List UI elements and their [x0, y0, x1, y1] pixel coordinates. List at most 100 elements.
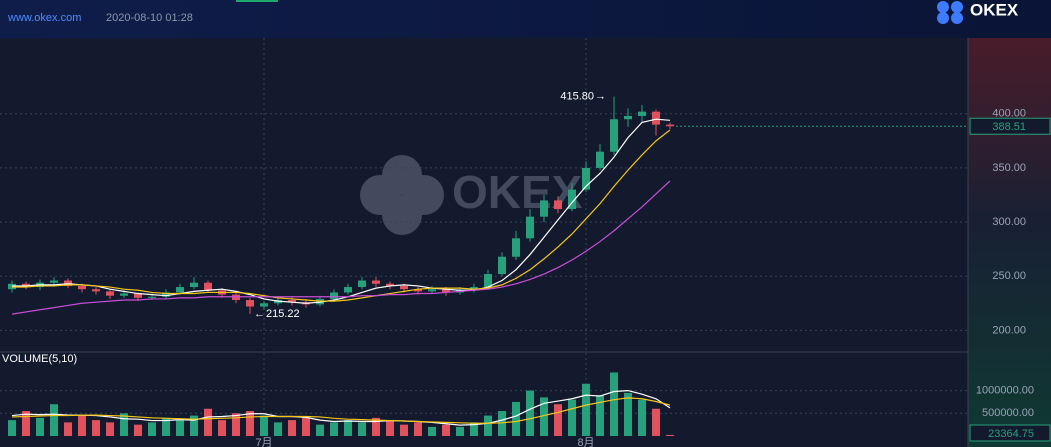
candle-body: [512, 238, 520, 257]
candle-body: [596, 151, 604, 168]
candle-body: [638, 111, 646, 116]
price-ma-line: [12, 129, 671, 302]
current-volume: 23364.75: [988, 428, 1034, 440]
volume-bar: [36, 417, 44, 436]
volume-bar: [526, 390, 534, 436]
candle-body: [652, 111, 660, 125]
y-tick-label: 350.00: [992, 162, 1026, 174]
volume-bar: [624, 392, 632, 436]
candle-body: [204, 282, 212, 291]
volume-bar: [106, 422, 114, 436]
candle-body: [78, 285, 86, 290]
volume-bar: [64, 422, 72, 436]
timestamp: 2020-08-10 01:28: [106, 12, 193, 24]
volume-bar: [8, 420, 16, 436]
y-tick-label: 250.00: [992, 270, 1026, 282]
candle-body: [372, 280, 380, 284]
candle-body: [120, 293, 128, 296]
volume-bar: [666, 434, 674, 436]
volume-bar: [512, 401, 520, 436]
brand-name: OKEX: [970, 0, 1019, 19]
candle-body: [344, 287, 352, 293]
volume-bar: [372, 417, 380, 436]
volume-bar: [484, 415, 492, 436]
volume-bar: [554, 404, 562, 436]
candle-body: [666, 124, 674, 127]
volume-bar: [568, 399, 576, 436]
volume-bar: [246, 411, 254, 436]
volume-bar: [456, 426, 464, 436]
min-label: 215.22: [266, 308, 300, 320]
volume-bar: [330, 422, 338, 436]
volume-bar: [652, 408, 660, 436]
volume-bar: [22, 411, 30, 436]
volume-bar: [120, 413, 128, 436]
brand-logo: [937, 1, 963, 24]
volume-bar: [344, 420, 352, 436]
price-ma-line: [12, 118, 671, 304]
volume-ma-line: [11, 389, 671, 426]
volume-bar: [134, 424, 142, 436]
y-tick-label: 200.00: [992, 324, 1026, 336]
header-bar: [0, 0, 1051, 38]
candle-body: [610, 119, 618, 152]
candle-body: [246, 300, 254, 307]
candle-body: [162, 292, 170, 297]
max-arrow: →: [595, 91, 606, 103]
candle-body: [330, 292, 338, 299]
y-tick-label: 300.00: [992, 216, 1026, 228]
volume-bar: [414, 422, 422, 436]
volume-bar: [50, 404, 58, 436]
price-axis-panel: [968, 38, 1051, 447]
volume-bar: [232, 413, 240, 436]
candle-body: [134, 293, 142, 298]
price-tag: [969, 117, 1051, 135]
candle-body: [442, 289, 450, 293]
candle-body: [288, 300, 296, 303]
min-arrow: ←: [254, 308, 265, 320]
candle-body: [148, 296, 156, 298]
candle-body: [484, 274, 492, 288]
candle-body: [190, 282, 198, 288]
candle-body: [554, 200, 562, 210]
candle-body: [358, 280, 366, 288]
volume-bar: [428, 426, 436, 436]
candle-body: [414, 289, 422, 292]
volume-bar: [638, 399, 646, 436]
volume-bar: [176, 420, 184, 436]
volume-bar: [260, 415, 268, 436]
candle-body: [386, 283, 394, 286]
candle-body: [582, 167, 590, 190]
candle-body: [624, 115, 632, 120]
candle-body: [50, 280, 58, 283]
volume-bar: [470, 422, 478, 436]
volume-tick-label: 500000.00: [982, 407, 1034, 419]
volume-bar: [540, 397, 548, 436]
candle-body: [498, 256, 506, 275]
x-tick-label: 8月: [577, 437, 594, 447]
volume-bar: [162, 417, 170, 436]
candle-body: [428, 289, 436, 292]
volume-bar: [204, 408, 212, 436]
volume-bar: [148, 422, 156, 436]
candle-body: [568, 189, 576, 210]
volume-tag: [969, 424, 1051, 442]
volume-bar: [190, 415, 198, 436]
candle-body: [106, 291, 114, 296]
candle-body: [540, 200, 548, 217]
volume-bar: [316, 424, 324, 436]
volume-ma-line: [11, 397, 671, 424]
volume-tick-label: 1000000.00: [976, 385, 1034, 397]
volume-bar: [610, 372, 618, 436]
volume-bar: [386, 420, 394, 436]
volume-bar: [92, 420, 100, 436]
volume-bar: [78, 415, 86, 436]
candle-body: [526, 216, 534, 239]
candle-body: [92, 289, 100, 292]
volume-bar: [302, 417, 310, 436]
volume-bar: [358, 422, 366, 436]
site-link[interactable]: www.okex.com: [7, 12, 81, 24]
volume-bar: [218, 420, 226, 436]
volume-bar: [582, 383, 590, 436]
